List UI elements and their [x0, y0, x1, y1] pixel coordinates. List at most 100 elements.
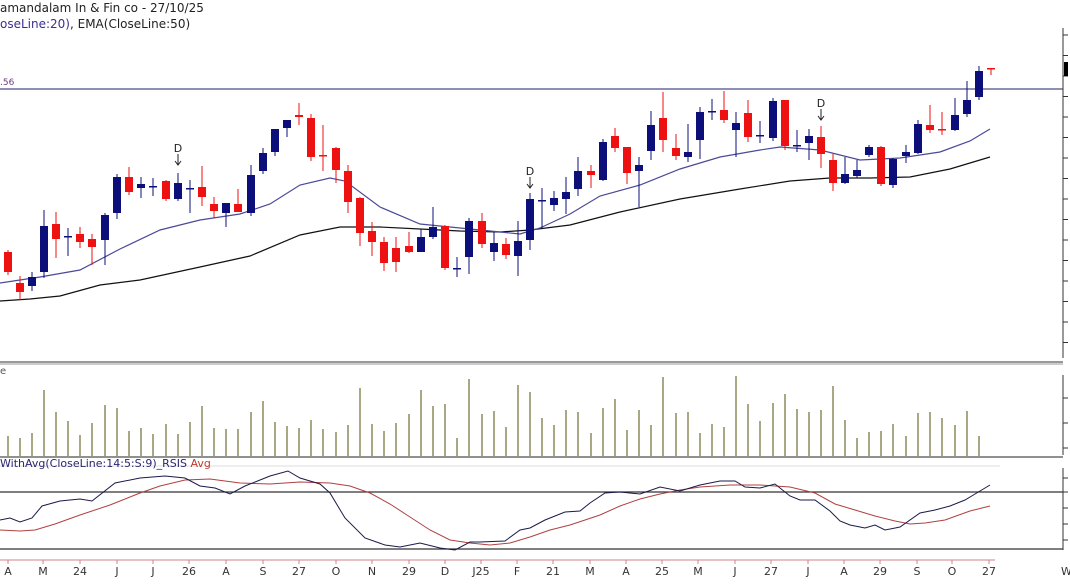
candlesticks: [4, 66, 995, 300]
candle: [162, 180, 170, 201]
ema50-legend: , EMA(CloseLine:50): [69, 17, 191, 31]
candle: [708, 99, 716, 120]
candle: [829, 154, 837, 191]
candle: [963, 81, 971, 117]
candle: [877, 146, 885, 186]
x-axis-label: J25: [472, 565, 490, 578]
candle: [405, 232, 413, 253]
candle: [247, 165, 255, 216]
x-axis-label: O: [331, 565, 341, 578]
candle: [101, 213, 109, 265]
candle: [16, 276, 24, 300]
x-axis-label: 27: [982, 565, 996, 578]
candle: [502, 238, 510, 259]
ema20-legend: oseLine:20): [0, 17, 70, 31]
candle: [490, 232, 498, 261]
dividend-marker: D: [817, 97, 825, 121]
volume-panel-label: e: [0, 366, 7, 377]
candle: [975, 66, 983, 100]
candle: [756, 121, 764, 143]
ema20-line: [0, 128, 991, 284]
x-axis: [0, 559, 995, 564]
candle: [52, 212, 60, 258]
candle: [356, 197, 364, 246]
candle: [914, 120, 922, 154]
svg-text:D: D: [526, 165, 534, 178]
candle: [380, 237, 388, 271]
x-axis-label: J: [733, 565, 737, 578]
rsi-average-line: [0, 478, 991, 546]
candle: [550, 191, 558, 211]
candle: [744, 100, 752, 142]
chart-title: amandalam In & Fin co - 27/10/25: [0, 1, 204, 15]
candle: [574, 157, 582, 196]
x-axis-label: M: [585, 565, 595, 578]
candle: [599, 139, 607, 181]
candle: [938, 112, 946, 135]
candle: [672, 134, 680, 160]
candle: [271, 129, 279, 156]
candle: [125, 167, 133, 195]
candle: [659, 92, 667, 152]
volume-panel: [0, 363, 1063, 458]
candle: [4, 250, 12, 275]
candle: [174, 173, 182, 201]
level-line-label: .56: [0, 78, 15, 88]
x-axis-label: A: [4, 565, 12, 578]
x-axis-label: A: [840, 565, 848, 578]
candle: [951, 98, 959, 131]
volume-bars: [7, 376, 980, 456]
x-axis-label: A: [622, 565, 630, 578]
candle: [344, 165, 352, 213]
dividend-marker: D: [526, 165, 534, 189]
candle: [817, 126, 825, 168]
x-axis-label: 29: [873, 565, 887, 578]
x-axis-label: N: [367, 565, 377, 578]
candle: [76, 227, 84, 248]
candle: [64, 228, 72, 256]
candle: [732, 112, 740, 157]
x-axis-label: S: [259, 565, 267, 578]
candle: [429, 207, 437, 239]
candle: [562, 177, 570, 214]
candle: [526, 193, 534, 250]
candle: [865, 145, 873, 157]
candle: [902, 145, 910, 163]
candle: [234, 189, 242, 212]
y-axis: [1062, 28, 1068, 550]
candle: [332, 147, 340, 183]
candle: [853, 160, 861, 178]
indicator-legend: oseLine:20), EMA(CloseLine:50): [0, 17, 190, 31]
rsi-line: [0, 470, 991, 551]
candle: [635, 157, 643, 207]
rsi-panel: [0, 465, 1063, 551]
candle: [113, 174, 121, 219]
candle: [769, 98, 777, 141]
candle: [926, 105, 934, 133]
candle: [259, 148, 267, 174]
rsi-avg-legend: Avg: [190, 457, 211, 470]
candle: [720, 91, 728, 123]
x-axis-label: 27: [292, 565, 306, 578]
candle: [465, 218, 473, 274]
x-axis-label: O: [947, 565, 957, 578]
x-axis-label: 29: [402, 565, 416, 578]
timeframe-label: W: [1061, 565, 1070, 578]
candle: [149, 178, 157, 196]
candle: [137, 177, 145, 198]
svg-text:D: D: [174, 142, 182, 155]
candle: [222, 203, 230, 227]
candle: [684, 124, 692, 162]
candle: [987, 68, 995, 75]
x-axis-label: S: [913, 565, 921, 578]
x-axis-label: A: [222, 565, 230, 578]
candle: [28, 272, 36, 291]
candle: [198, 166, 206, 206]
x-axis-label: 24: [73, 565, 87, 578]
candle: [696, 107, 704, 159]
x-axis-label: 21: [546, 565, 560, 578]
candle: [587, 165, 595, 188]
candle: [538, 188, 546, 228]
